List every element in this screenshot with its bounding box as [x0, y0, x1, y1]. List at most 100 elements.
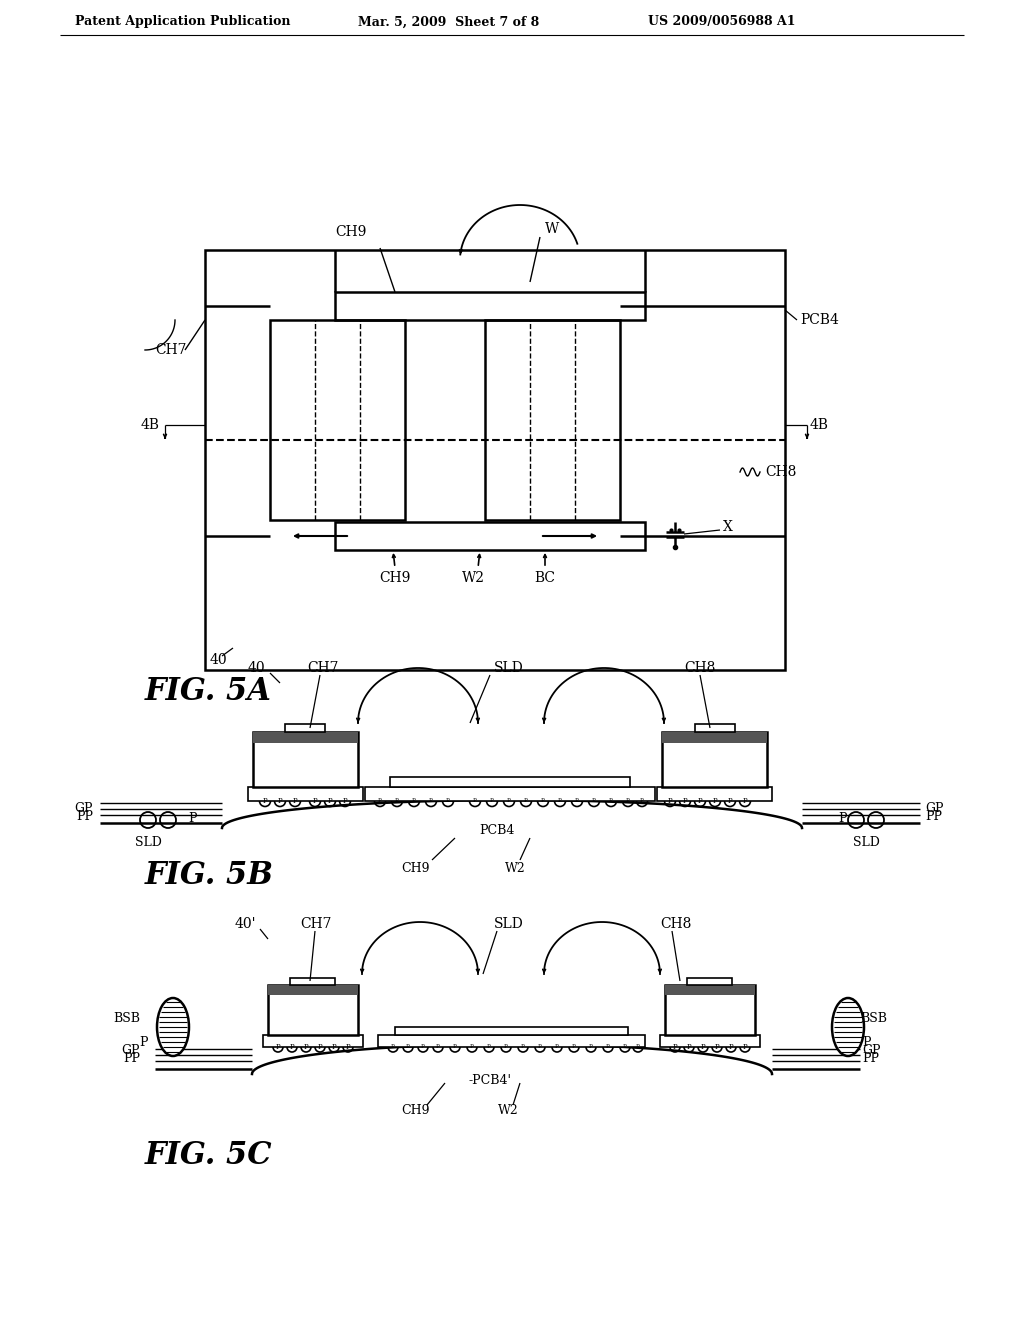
Text: P: P	[293, 797, 297, 805]
Text: P: P	[343, 797, 347, 805]
Text: SLD: SLD	[134, 837, 162, 850]
Text: P: P	[742, 797, 748, 805]
Text: CH7: CH7	[155, 343, 186, 356]
Bar	[662, 733, 767, 743]
Text: P: P	[687, 1043, 691, 1051]
Text: P: P	[317, 1043, 323, 1051]
Bar	[687, 978, 732, 985]
Text: GP: GP	[862, 1044, 881, 1057]
Bar	[660, 1035, 760, 1047]
Text: PP: PP	[76, 810, 93, 824]
Text: P: P	[378, 799, 382, 804]
Bar	[270, 319, 406, 520]
Text: P: P	[312, 797, 317, 805]
Bar	[695, 723, 735, 733]
Text: P: P	[139, 1036, 148, 1049]
Text: P: P	[636, 1044, 640, 1049]
Text: P: P	[346, 1043, 350, 1051]
Text: P: P	[539, 1044, 542, 1049]
Text: SLD: SLD	[495, 661, 524, 675]
Text: P: P	[429, 799, 433, 804]
Text: 4B: 4B	[810, 418, 829, 432]
Text: P: P	[697, 797, 702, 805]
Bar	[390, 777, 630, 787]
Text: P: P	[624, 1044, 627, 1049]
Text: P: P	[487, 1044, 490, 1049]
Text: Patent Application Publication: Patent Application Publication	[75, 16, 291, 29]
Text: W: W	[545, 222, 559, 236]
Text: PP: PP	[925, 810, 942, 824]
Text: P: P	[407, 1044, 410, 1049]
Text: P: P	[555, 1044, 559, 1049]
Text: BSB: BSB	[860, 1012, 887, 1026]
Text: P: P	[742, 1043, 748, 1051]
Text: PP: PP	[123, 1052, 140, 1065]
Text: P: P	[332, 1043, 336, 1051]
Text: P: P	[391, 1044, 395, 1049]
Ellipse shape	[831, 998, 864, 1056]
Text: SLD: SLD	[853, 837, 880, 850]
Text: P: P	[862, 1036, 870, 1049]
Text: P: P	[728, 797, 732, 805]
Text: P: P	[290, 1043, 294, 1051]
Text: -PCB4': -PCB4'	[469, 1074, 512, 1088]
Text: P: P	[839, 813, 847, 825]
Bar	[365, 787, 655, 801]
Text: PCB4: PCB4	[800, 313, 839, 327]
Text: P: P	[575, 799, 579, 804]
Bar	[378, 1035, 645, 1047]
Text: P: P	[592, 799, 596, 804]
Text: FIG. 5A: FIG. 5A	[145, 676, 272, 708]
Text: P: P	[729, 1043, 733, 1051]
Text: P: P	[668, 797, 673, 805]
Text: 40: 40	[248, 661, 265, 675]
Text: W2: W2	[505, 862, 525, 874]
Text: P: P	[640, 799, 644, 804]
Text: P: P	[275, 1043, 281, 1051]
Text: P: P	[572, 1044, 575, 1049]
Text: W2: W2	[498, 1105, 518, 1118]
Text: P: P	[395, 799, 399, 804]
Text: BC: BC	[535, 572, 555, 585]
Text: W2: W2	[462, 572, 484, 585]
Bar	[253, 733, 358, 743]
Text: P: P	[490, 799, 494, 804]
Text: X: X	[723, 520, 733, 535]
Text: P: P	[715, 1043, 719, 1051]
Text: P: P	[504, 1044, 508, 1049]
Text: GP: GP	[122, 1044, 140, 1057]
Text: 40: 40	[210, 653, 227, 667]
Text: P: P	[673, 1043, 677, 1051]
Bar	[335, 521, 645, 550]
Bar	[263, 1035, 362, 1047]
Text: GP: GP	[925, 803, 943, 816]
Text: P: P	[446, 799, 450, 804]
Bar	[253, 733, 358, 787]
Text: CH7: CH7	[300, 917, 332, 931]
Text: P: P	[589, 1044, 593, 1049]
Text: P: P	[412, 799, 416, 804]
Text: P: P	[263, 797, 267, 805]
Text: P: P	[304, 1043, 308, 1051]
Text: P: P	[470, 1044, 474, 1049]
Text: PP: PP	[862, 1052, 879, 1065]
Bar	[268, 985, 358, 1035]
Text: US 2009/0056988 A1: US 2009/0056988 A1	[648, 16, 796, 29]
Text: CH8: CH8	[684, 661, 716, 675]
Bar	[395, 1027, 628, 1035]
Bar	[665, 985, 755, 1035]
Text: P: P	[454, 1044, 457, 1049]
Text: CH9: CH9	[379, 572, 411, 585]
Bar	[485, 319, 620, 520]
Text: P: P	[436, 1044, 440, 1049]
Text: P: P	[507, 799, 511, 804]
Bar	[335, 292, 645, 319]
Bar	[662, 733, 767, 787]
Text: 40': 40'	[234, 917, 256, 931]
Text: CH9: CH9	[335, 224, 367, 239]
Bar	[205, 249, 785, 671]
Text: P: P	[188, 813, 197, 825]
Text: CH8: CH8	[660, 917, 691, 931]
Text: 4B: 4B	[141, 418, 160, 432]
Bar	[285, 723, 325, 733]
